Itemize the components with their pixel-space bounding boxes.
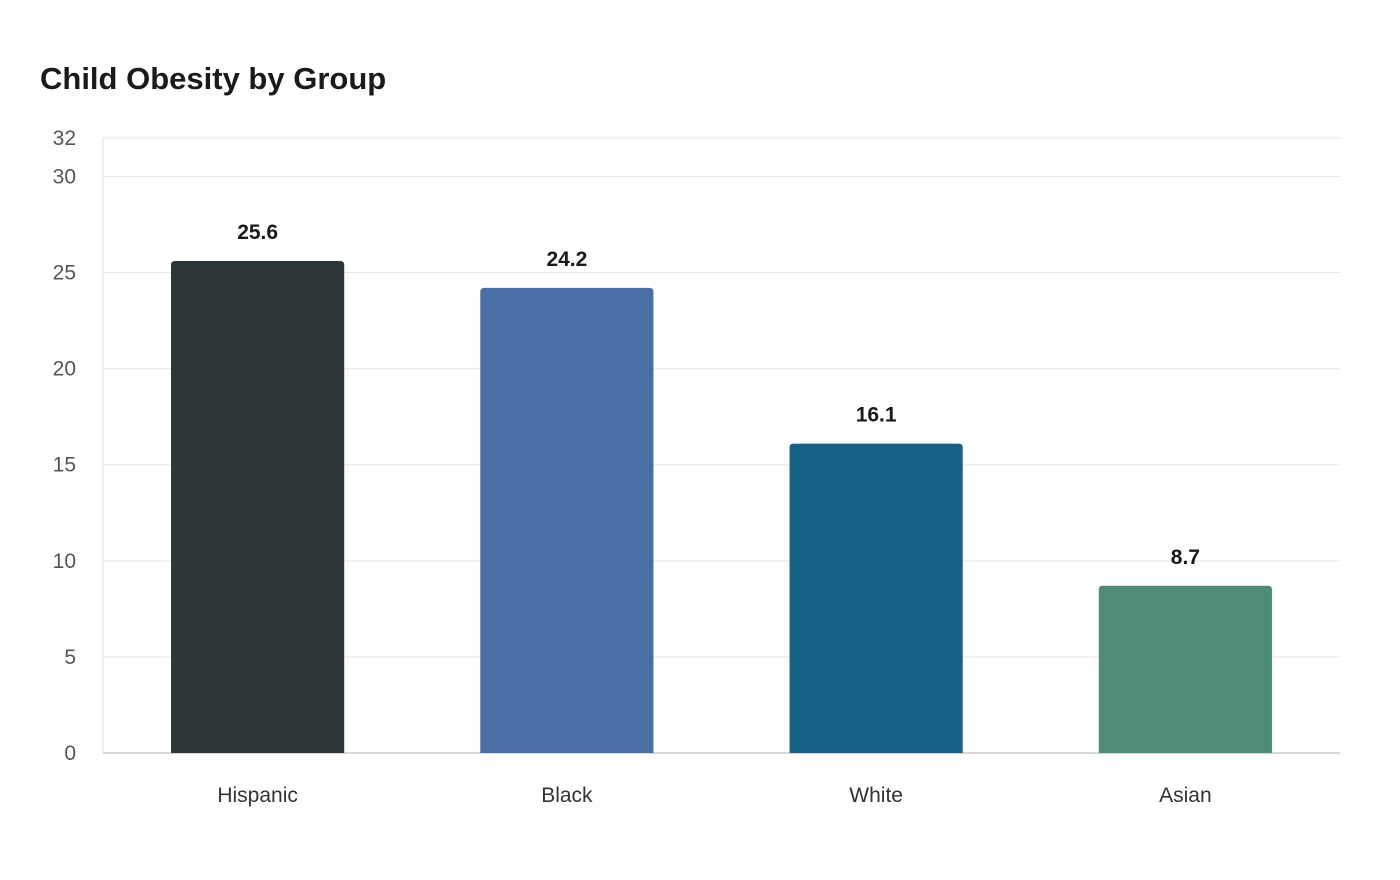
y-tick-label: 15 [53,454,76,477]
y-tick-label: 25 [53,262,76,285]
bars-layer [171,261,1272,753]
data-label: 25.6 [237,221,278,244]
y-tick-label: 32 [53,127,76,150]
data-label: 24.2 [546,248,587,271]
y-tick-label: 30 [53,165,76,188]
y-tick-label: 0 [64,742,76,765]
data-label: 16.1 [856,404,897,427]
x-tick-label: Hispanic [217,784,298,807]
labels-layer: 25.6 Hispanic 24.2 Black 16.1 White 8.7 Asian [217,221,1211,807]
y-tick-label: 10 [53,550,76,573]
bar-asian [1098,585,1272,753]
data-label: 8.7 [1171,546,1200,569]
chart-title: Child Obesity by Group [40,61,387,96]
bar-black [480,287,654,753]
bar-white [789,443,963,753]
x-tick-label: Black [541,784,593,807]
bar-hispanic [171,261,345,753]
x-tick-label: Asian [1159,784,1212,807]
x-tick-label: White [849,784,903,807]
y-tick-label: 20 [53,358,76,381]
y-tick-label: 5 [64,646,76,669]
